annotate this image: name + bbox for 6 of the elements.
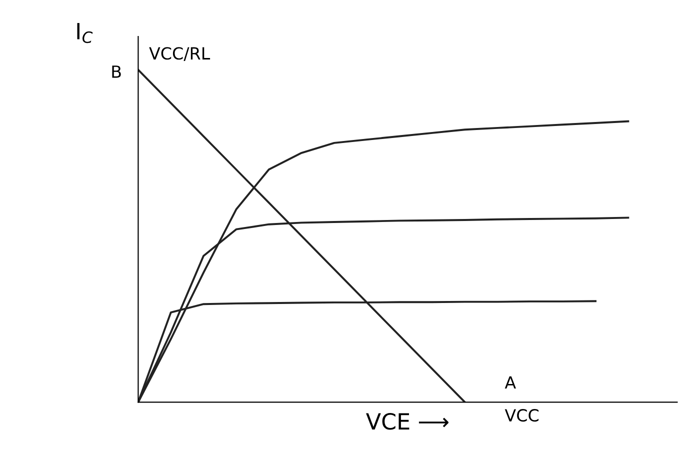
- text: VCC/RL: [149, 47, 210, 61]
- x-axis-title: VCE ⟶: [366, 412, 448, 430]
- y-axis-title: I$_{C}$: [77, 23, 93, 44]
- text: B: [112, 66, 121, 78]
- text: VCC: [504, 409, 538, 422]
- annotation: A: [504, 376, 516, 388]
